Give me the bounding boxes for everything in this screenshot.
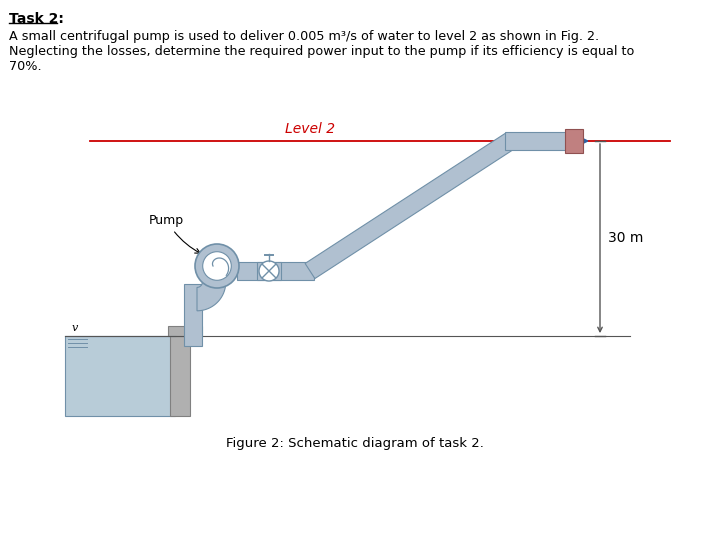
Text: 30 m: 30 m (608, 232, 643, 245)
Polygon shape (305, 133, 515, 279)
Circle shape (259, 261, 279, 281)
Text: 70%.: 70%. (9, 60, 42, 73)
Circle shape (203, 252, 231, 280)
Bar (257, 262, 281, 280)
Bar (170, 336, 190, 416)
Circle shape (195, 244, 239, 288)
Bar (168, 326, 202, 336)
Text: Figure 2: Schematic diagram of task 2.: Figure 2: Schematic diagram of task 2. (226, 437, 484, 450)
Text: Task 2:: Task 2: (9, 12, 64, 26)
Bar (565, 129, 583, 153)
Text: Pump: Pump (149, 214, 200, 253)
Text: Neglecting the losses, determine the required power input to the pump if its eff: Neglecting the losses, determine the req… (9, 45, 635, 58)
Polygon shape (197, 282, 225, 311)
Bar (505, 132, 575, 150)
Bar (65, 336, 175, 416)
Text: v: v (72, 323, 78, 333)
Bar (237, 262, 314, 280)
Bar (184, 284, 202, 346)
Text: Level 2: Level 2 (285, 122, 335, 136)
Text: A small centrifugal pump is used to deliver 0.005 m³/s of water to level 2 as sh: A small centrifugal pump is used to deli… (9, 30, 599, 43)
